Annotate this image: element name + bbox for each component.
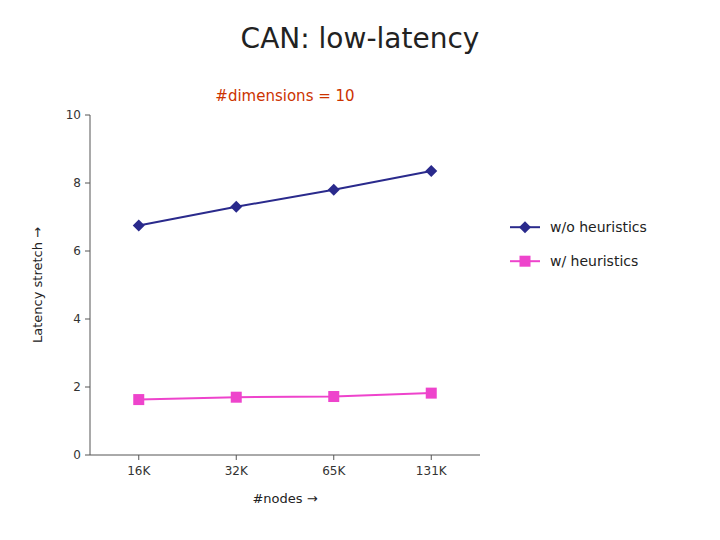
chart: CAN: low-latency #dimensions = 10 0 2 4 6 8 10 1… [0,0,720,540]
legend-marker [519,221,531,233]
y-tick-label: 2 [73,380,81,394]
title: CAN: low-latency [241,22,480,55]
line [139,393,432,399]
subtitle: #dimensions = 10 [215,87,354,105]
point [328,391,339,402]
y-tick [85,183,90,184]
point [133,220,145,232]
axes: 0 2 4 6 8 10 16K 32K 65K 131K [66,108,480,478]
series [133,388,437,405]
x-tick-label: 16K [127,464,151,478]
x-tick [138,455,139,460]
x-tick-label: 65K [322,464,346,478]
x-tick [236,455,237,460]
point [425,165,437,177]
marks [133,165,438,405]
legend-label: w/o heuristics [550,219,647,235]
y-tick-label: 6 [73,244,81,258]
point [231,392,242,403]
y-tick-label: 4 [73,312,81,326]
y-tick [85,387,90,388]
x-tick [333,455,334,460]
y-tick-label: 8 [73,176,81,190]
legend-label: w/ heuristics [550,253,638,269]
line [139,171,432,225]
y-tick [85,455,90,456]
y-tick [85,251,90,252]
point [426,388,437,399]
y-tick [85,319,90,320]
legend: w/o heuristics w/ heuristics [510,219,647,269]
y-axis-label: Latency stretch → [30,227,45,343]
x-tick [431,455,432,460]
x-axis [90,455,480,456]
y-tick [85,115,90,116]
point [328,184,340,196]
y-axis [90,115,91,455]
series [133,165,438,231]
y-tick-label: 10 [66,108,81,122]
point [230,201,242,213]
y-tick-label: 0 [73,448,81,462]
x-tick-label: 32K [225,464,249,478]
point [133,394,144,405]
x-axis-label: #nodes → [252,491,317,506]
x-tick-label: 131K [416,464,448,478]
legend-marker [520,256,531,267]
